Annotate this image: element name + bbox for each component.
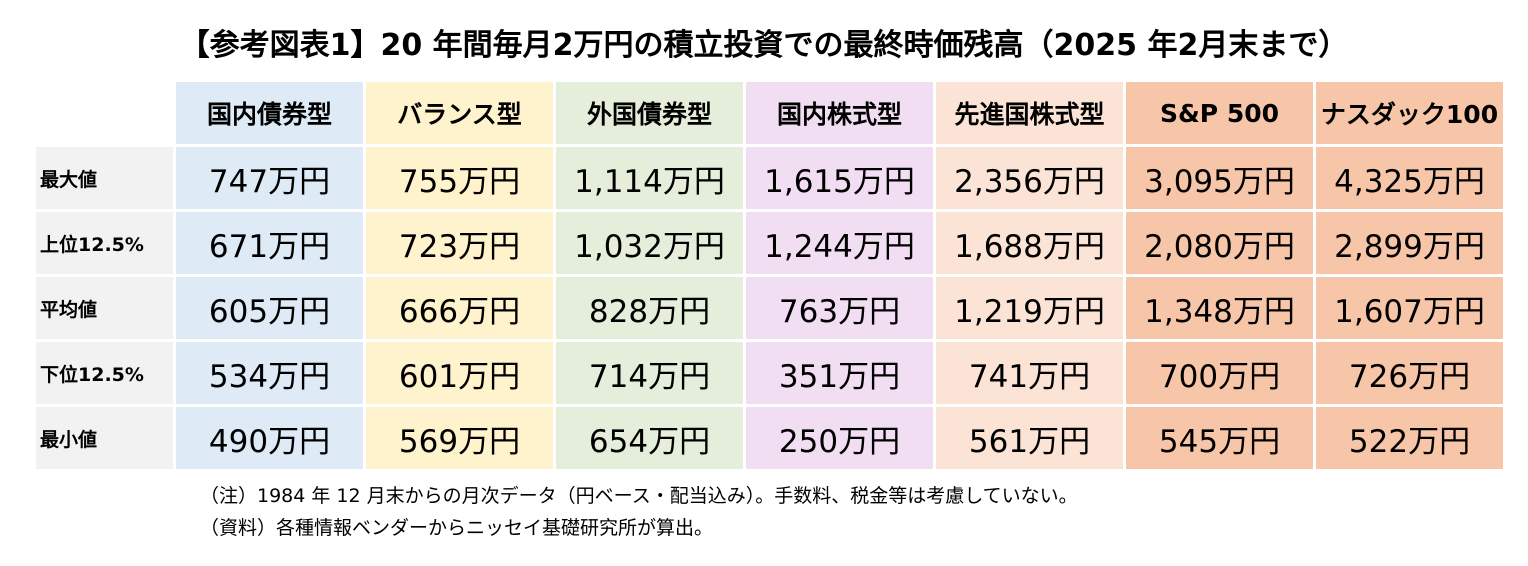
table-row: 最大値 747万円 755万円 1,114万円 1,615万円 2,356万円 … — [36, 147, 1506, 212]
row-label: 上位12.5% — [36, 212, 176, 277]
table-cell: 828万円 — [556, 277, 746, 342]
table-cell: 522万円 — [1316, 407, 1506, 472]
table-cell: 654万円 — [556, 407, 746, 472]
table-cell: 1,114万円 — [556, 147, 746, 212]
table-cell: 601万円 — [366, 342, 556, 407]
chart-title: 【参考図表1】20 年間毎月2万円の積立投資での最終時価残高（2025 年2月末… — [179, 28, 1349, 63]
column-header: S&P 500 — [1126, 82, 1316, 147]
table-cell: 534万円 — [176, 342, 366, 407]
table-cell: 763万円 — [746, 277, 936, 342]
table-cell: 605万円 — [176, 277, 366, 342]
table-cell: 2,080万円 — [1126, 212, 1316, 277]
table-cell: 1,688万円 — [936, 212, 1126, 277]
table-cell: 351万円 — [746, 342, 936, 407]
table-cell: 747万円 — [176, 147, 366, 212]
header-row: 国内債券型 バランス型 外国債券型 国内株式型 先進国株式型 S&P 500 ナ… — [36, 82, 1506, 147]
table-row: 上位12.5% 671万円 723万円 1,032万円 1,244万円 1,68… — [36, 212, 1506, 277]
row-label: 平均値 — [36, 277, 176, 342]
table-cell: 561万円 — [936, 407, 1126, 472]
table-cell: 741万円 — [936, 342, 1126, 407]
table-cell: 723万円 — [366, 212, 556, 277]
data-table: 国内債券型 バランス型 外国債券型 国内株式型 先進国株式型 S&P 500 ナ… — [36, 82, 1506, 472]
table-cell: 755万円 — [366, 147, 556, 212]
note-text: （注）1984 年 12 月末からの月次データ（円ベース・配当込み）。手数料、税… — [200, 485, 1078, 507]
table-cell: 250万円 — [746, 407, 936, 472]
table-cell: 1,615万円 — [746, 147, 936, 212]
footnotes: （注）1984 年 12 月末からの月次データ（円ベース・配当込み）。手数料、税… — [200, 480, 1078, 544]
column-header: ナスダック100 — [1316, 82, 1506, 147]
column-header: 国内株式型 — [746, 82, 936, 147]
table-cell: 1,032万円 — [556, 212, 746, 277]
source-text: （資料）各種情報ベンダーからニッセイ基礎研究所が算出。 — [200, 517, 714, 539]
table-cell: 545万円 — [1126, 407, 1316, 472]
table-cell: 3,095万円 — [1126, 147, 1316, 212]
table-cell: 666万円 — [366, 277, 556, 342]
table-cell: 1,348万円 — [1126, 277, 1316, 342]
table-cell: 569万円 — [366, 407, 556, 472]
table-cell: 2,899万円 — [1316, 212, 1506, 277]
corner-cell — [36, 82, 176, 147]
row-label: 下位12.5% — [36, 342, 176, 407]
table-cell: 490万円 — [176, 407, 366, 472]
table-cell: 2,356万円 — [936, 147, 1126, 212]
table-cell: 714万円 — [556, 342, 746, 407]
column-header: バランス型 — [366, 82, 556, 147]
table-row: 最小値 490万円 569万円 654万円 250万円 561万円 545万円 … — [36, 407, 1506, 472]
row-label: 最大値 — [36, 147, 176, 212]
table-cell: 1,244万円 — [746, 212, 936, 277]
table-cell: 700万円 — [1126, 342, 1316, 407]
table-cell: 671万円 — [176, 212, 366, 277]
column-header: 外国債券型 — [556, 82, 746, 147]
table-cell: 726万円 — [1316, 342, 1506, 407]
table-cell: 1,219万円 — [936, 277, 1126, 342]
row-label: 最小値 — [36, 407, 176, 472]
table-row: 下位12.5% 534万円 601万円 714万円 351万円 741万円 70… — [36, 342, 1506, 407]
column-header: 先進国株式型 — [936, 82, 1126, 147]
table-cell: 1,607万円 — [1316, 277, 1506, 342]
table-cell: 4,325万円 — [1316, 147, 1506, 212]
column-header: 国内債券型 — [176, 82, 366, 147]
table-row: 平均値 605万円 666万円 828万円 763万円 1,219万円 1,34… — [36, 277, 1506, 342]
